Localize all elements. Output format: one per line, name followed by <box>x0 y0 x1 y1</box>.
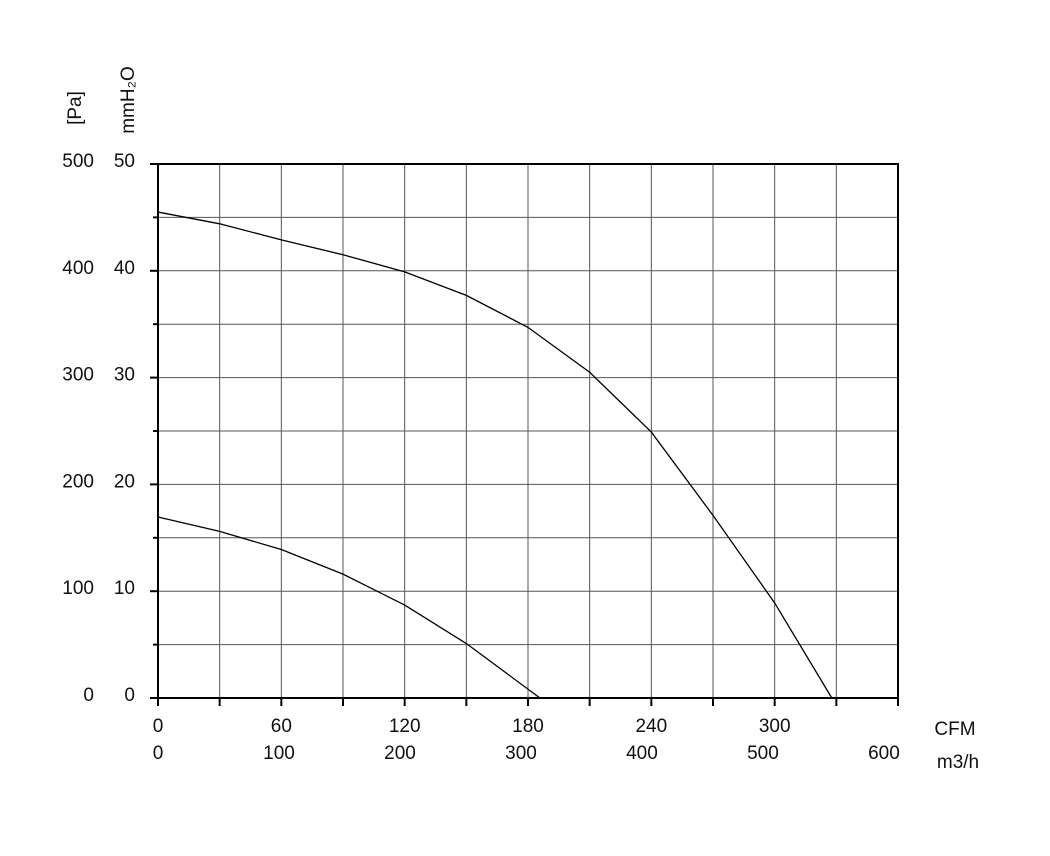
x2-tick-label: 200 <box>384 743 416 764</box>
x-tick-label: 240 <box>635 716 667 737</box>
y2-tick-label: 20 <box>114 471 135 492</box>
y2-tick-label: 40 <box>114 258 135 279</box>
y2-tick-label: 0 <box>124 685 135 706</box>
x2-tick-label: 600 <box>868 743 900 764</box>
y-tick-label: 500 <box>62 151 94 172</box>
y2-tick-label: 10 <box>114 578 135 599</box>
y-axis-title: [Pa] <box>65 91 86 125</box>
y-tick-label: 100 <box>62 578 94 599</box>
x-tick-label: 300 <box>759 716 791 737</box>
x-tick-label: 0 <box>153 716 164 737</box>
curve <box>157 211 833 699</box>
x2-tick-label: 100 <box>263 743 295 764</box>
y-tick-label: 300 <box>62 365 94 386</box>
curve <box>157 516 541 699</box>
y-tick-label: 400 <box>62 258 94 279</box>
y2-tick-label: 30 <box>114 365 135 386</box>
x2-tick-label: 300 <box>505 743 537 764</box>
x-tick-label: 60 <box>271 716 292 737</box>
x-tick-label: 120 <box>389 716 421 737</box>
x2-tick-label: 0 <box>153 743 164 764</box>
y-tick-label: 200 <box>62 471 94 492</box>
y-tick-label: 0 <box>83 685 94 706</box>
x-tick-label: 180 <box>512 716 544 737</box>
x2-tick-label: 500 <box>747 743 779 764</box>
x2-axis-title: m3/h <box>937 752 979 773</box>
x-axis-title: CFM <box>934 719 975 740</box>
y2-tick-label: 50 <box>114 151 135 172</box>
x2-tick-label: 400 <box>626 743 658 764</box>
y2-axis-title: mmH₂O <box>118 66 139 134</box>
plot-frame <box>157 163 899 699</box>
